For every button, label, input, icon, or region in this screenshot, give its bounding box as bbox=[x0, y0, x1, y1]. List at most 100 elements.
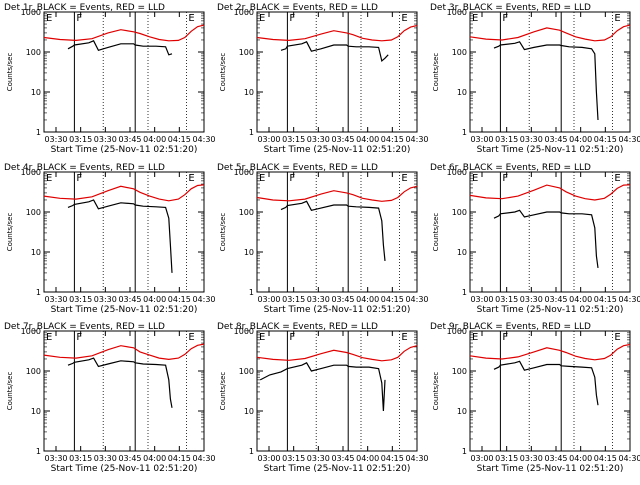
plot-frame bbox=[43, 11, 205, 133]
x-tick-label: 03:15 bbox=[69, 135, 92, 144]
x-tick-label: 04:30 bbox=[618, 454, 640, 463]
x-tick-label: 03:00 bbox=[470, 454, 493, 463]
chart-title: Det 9r_BLACK = Events, RED = LLD bbox=[430, 322, 591, 332]
series-line-lld bbox=[469, 184, 631, 201]
x-tick-label: 03:00 bbox=[257, 135, 280, 144]
x-tick-label: 03:00 bbox=[470, 135, 493, 144]
region-marker-label: F bbox=[502, 13, 508, 24]
x-axis-label: Start Time (25-Nov-11 02:51:20) bbox=[264, 464, 411, 474]
series-line-lld bbox=[469, 343, 631, 361]
plot-frame bbox=[469, 11, 631, 133]
y-tick-label: 100 bbox=[452, 367, 467, 376]
x-tick-label: 04:15 bbox=[381, 454, 404, 463]
x-tick-label: 03:30 bbox=[44, 135, 67, 144]
x-tick-label: 04:00 bbox=[569, 295, 592, 304]
region-marker-label: E bbox=[401, 13, 407, 24]
x-tick-label: 04:30 bbox=[405, 135, 428, 144]
y-axis-label: Counts/sec bbox=[6, 213, 14, 252]
x-tick-label: 04:00 bbox=[143, 454, 166, 463]
x-tick-label: 03:45 bbox=[118, 454, 141, 463]
x-tick-label: 03:45 bbox=[331, 135, 354, 144]
x-tick-label: 03:30 bbox=[520, 454, 543, 463]
plot-frame bbox=[469, 171, 631, 293]
x-tick-label: 04:00 bbox=[569, 454, 592, 463]
x-tick-label: 03:30 bbox=[44, 295, 67, 304]
y-tick-label: 100 bbox=[26, 208, 41, 217]
region-marker-label: E bbox=[472, 173, 478, 184]
region-marker-label: E bbox=[614, 332, 620, 343]
x-axis-label: Start Time (25-Nov-11 02:51:20) bbox=[477, 464, 624, 474]
chart-title: Det 7r_BLACK = Events, RED = LLD bbox=[4, 322, 165, 332]
x-tick-label: 04:00 bbox=[356, 454, 379, 463]
series-line-lld bbox=[43, 343, 205, 361]
x-tick-label: 03:30 bbox=[307, 454, 330, 463]
series-line-events bbox=[280, 200, 386, 261]
x-tick-label: 04:15 bbox=[168, 454, 191, 463]
y-tick-label: 1000 bbox=[21, 327, 41, 336]
y-tick-label: 1000 bbox=[21, 168, 41, 177]
series-line-lld bbox=[469, 24, 631, 42]
x-tick-label: 03:15 bbox=[69, 295, 92, 304]
y-tick-label: 1 bbox=[249, 128, 254, 137]
series-line-events bbox=[493, 209, 599, 268]
y-tick-label: 100 bbox=[452, 208, 467, 217]
y-tick-label: 1000 bbox=[234, 8, 254, 17]
region-marker-label: E bbox=[259, 173, 265, 184]
region-marker-label: F bbox=[502, 332, 508, 343]
y-axis-label: Counts/sec bbox=[432, 53, 440, 92]
y-tick-label: 1 bbox=[462, 447, 467, 456]
y-tick-label: 100 bbox=[452, 48, 467, 57]
x-tick-label: 03:45 bbox=[544, 454, 567, 463]
x-tick-label: 04:30 bbox=[405, 295, 428, 304]
series-line-lld bbox=[43, 24, 205, 42]
plot-frame bbox=[256, 11, 418, 133]
chart-title: Det 8r_BLACK = Events, RED = LLD bbox=[217, 322, 378, 332]
x-tick-label: 03:30 bbox=[520, 135, 543, 144]
y-tick-label: 1000 bbox=[234, 168, 254, 177]
series-line-events bbox=[67, 199, 173, 273]
y-tick-label: 100 bbox=[26, 367, 41, 376]
chart-title: Det 5r_BLACK = Events, RED = LLD bbox=[217, 163, 378, 173]
x-tick-label: 04:15 bbox=[381, 135, 404, 144]
region-marker-label: E bbox=[259, 332, 265, 343]
series-line-lld bbox=[256, 24, 418, 42]
series-line-lld bbox=[43, 184, 205, 202]
y-tick-label: 1000 bbox=[447, 168, 467, 177]
x-tick-label: 04:00 bbox=[143, 295, 166, 304]
x-tick-label: 04:15 bbox=[168, 135, 191, 144]
x-axis-label: Start Time (25-Nov-11 02:51:20) bbox=[477, 145, 624, 155]
x-tick-label: 03:15 bbox=[495, 295, 518, 304]
series-line-lld bbox=[256, 185, 418, 202]
x-tick-label: 03:45 bbox=[118, 135, 141, 144]
region-marker-label: E bbox=[472, 332, 478, 343]
y-tick-label: 10 bbox=[31, 407, 41, 416]
chart-title: Det 2r_BLACK = Events, RED = LLD bbox=[217, 3, 378, 13]
x-tick-label: 03:00 bbox=[257, 454, 280, 463]
x-axis-label: Start Time (25-Nov-11 02:51:20) bbox=[264, 145, 411, 155]
x-tick-label: 03:30 bbox=[94, 454, 117, 463]
x-tick-label: 03:30 bbox=[94, 135, 117, 144]
plot-frame bbox=[256, 330, 418, 452]
y-tick-label: 1000 bbox=[21, 8, 41, 17]
plot-frame bbox=[469, 330, 631, 452]
y-tick-label: 100 bbox=[26, 48, 41, 57]
x-tick-label: 03:45 bbox=[544, 295, 567, 304]
region-marker-label: E bbox=[188, 13, 194, 24]
x-tick-label: 03:45 bbox=[331, 295, 354, 304]
x-tick-label: 03:00 bbox=[257, 295, 280, 304]
chart-title: Det 4r_BLACK = Events, RED = LLD bbox=[4, 163, 165, 173]
y-tick-label: 100 bbox=[239, 367, 254, 376]
x-tick-label: 03:30 bbox=[307, 135, 330, 144]
x-tick-label: 03:15 bbox=[282, 295, 305, 304]
region-marker-label: F bbox=[289, 173, 295, 184]
y-tick-label: 1 bbox=[36, 447, 41, 456]
x-tick-label: 03:45 bbox=[118, 295, 141, 304]
region-marker-label: F bbox=[76, 13, 82, 24]
x-tick-label: 04:30 bbox=[192, 454, 215, 463]
